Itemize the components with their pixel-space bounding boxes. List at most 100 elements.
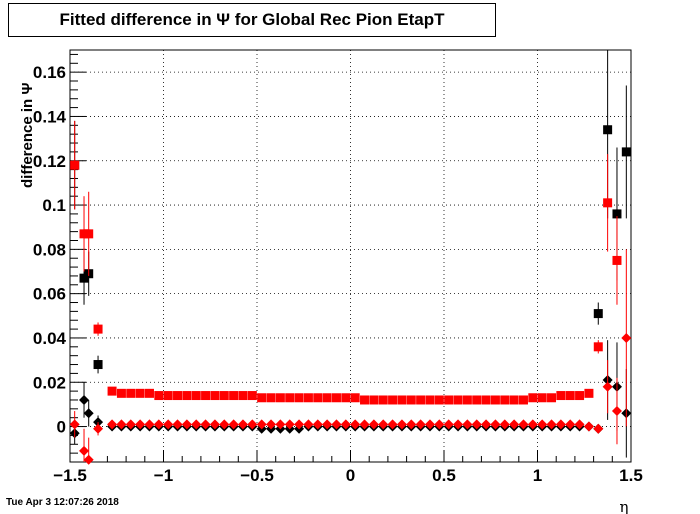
data-point-square: [79, 229, 89, 239]
data-point-square: [322, 393, 332, 403]
y-tick-label: 0.06: [33, 285, 66, 304]
data-point-square: [481, 395, 491, 405]
data-point-square: [266, 393, 276, 403]
data-point-square: [453, 395, 463, 405]
data-point-square: [388, 395, 398, 405]
x-axis-label: η: [620, 498, 629, 514]
data-point-diamond: [93, 423, 104, 434]
data-point-diamond: [247, 419, 258, 430]
data-point-square: [397, 395, 407, 405]
data-point-square: [509, 395, 519, 405]
data-point-square: [173, 391, 183, 401]
data-point-square: [70, 160, 80, 170]
data-point-square: [621, 147, 631, 157]
data-point-diamond: [537, 419, 548, 430]
data-point-diamond: [228, 419, 239, 430]
data-point-square: [210, 391, 220, 401]
data-point-diamond: [527, 419, 538, 430]
data-point-square: [547, 393, 557, 403]
data-point-diamond: [621, 332, 632, 343]
data-point-diamond: [378, 419, 389, 430]
data-point-diamond: [237, 419, 248, 430]
data-point-square: [79, 273, 89, 283]
data-point-square: [313, 393, 323, 403]
data-point-square: [201, 391, 211, 401]
data-point-diamond: [135, 419, 146, 430]
data-point-square: [444, 395, 454, 405]
data-point-diamond: [387, 419, 398, 430]
data-point-diamond: [69, 419, 80, 430]
data-point-diamond: [462, 419, 473, 430]
data-point-diamond: [471, 419, 482, 430]
data-point-square: [144, 388, 154, 398]
y-axis-label: difference in Ψ: [19, 83, 36, 189]
data-point-diamond: [518, 419, 529, 430]
data-point-diamond: [266, 419, 277, 430]
data-point-square: [331, 393, 341, 403]
data-point-square: [191, 391, 201, 401]
data-point-diamond: [481, 419, 492, 430]
data-point-square: [93, 324, 103, 334]
data-point-diamond: [181, 419, 192, 430]
data-point-square: [107, 386, 117, 396]
y-tick-label: 0: [57, 418, 66, 437]
data-point-diamond: [602, 381, 613, 392]
data-point-square: [528, 393, 538, 403]
data-point-square: [612, 255, 622, 265]
data-point-diamond: [555, 419, 566, 430]
data-point-square: [416, 395, 426, 405]
data-point-diamond: [359, 419, 370, 430]
chart-title: Fitted difference in Ψ for Global Rec Pi…: [8, 3, 496, 37]
data-point-square: [518, 395, 528, 405]
data-point-diamond: [350, 419, 361, 430]
data-point-square: [434, 395, 444, 405]
data-point-diamond: [574, 419, 585, 430]
y-tick-label: 0.1: [42, 196, 66, 215]
data-point-diamond: [219, 419, 230, 430]
data-point-diamond: [453, 419, 464, 430]
x-tick-label: −0.5: [240, 466, 274, 485]
data-point-diamond: [406, 419, 417, 430]
data-point-diamond: [611, 406, 622, 417]
data-point-diamond: [294, 419, 305, 430]
data-point-square: [369, 395, 379, 405]
data-point-diamond: [312, 419, 323, 430]
x-tick-label: 1: [533, 466, 542, 485]
data-point-square: [584, 388, 594, 398]
data-point-square: [238, 391, 248, 401]
y-tick-label: 0.12: [33, 152, 66, 171]
x-tick-label: 1.5: [619, 466, 643, 485]
x-tick-label: 0.5: [432, 466, 456, 485]
data-point-diamond: [443, 419, 454, 430]
y-tick-label: 0.08: [33, 240, 66, 259]
plot-frame: [69, 49, 632, 463]
y-tick-label: 0.02: [33, 373, 66, 392]
data-point-diamond: [83, 408, 94, 419]
data-point-diamond: [107, 419, 118, 430]
data-point-square: [275, 393, 285, 403]
data-point-square: [154, 391, 164, 401]
data-point-diamond: [490, 419, 501, 430]
data-point-square: [126, 388, 136, 398]
data-point-diamond: [79, 394, 90, 405]
data-point-square: [285, 393, 295, 403]
data-point-diamond: [83, 454, 94, 465]
data-point-diamond: [163, 419, 174, 430]
data-point-diamond: [256, 419, 267, 430]
data-point-diamond: [209, 419, 220, 430]
data-point-diamond: [172, 419, 183, 430]
data-point-diamond: [340, 419, 351, 430]
data-point-square: [593, 309, 603, 319]
data-point-diamond: [565, 419, 576, 430]
data-point-diamond: [284, 419, 295, 430]
data-point-square: [406, 395, 416, 405]
data-point-diamond: [396, 419, 407, 430]
x-tick-label: 0: [346, 466, 355, 485]
data-point-diamond: [116, 419, 127, 430]
data-point-square: [378, 395, 388, 405]
data-point-square: [593, 342, 603, 352]
data-point-diamond: [125, 419, 136, 430]
data-point-square: [360, 395, 370, 405]
data-point-square: [565, 391, 575, 401]
